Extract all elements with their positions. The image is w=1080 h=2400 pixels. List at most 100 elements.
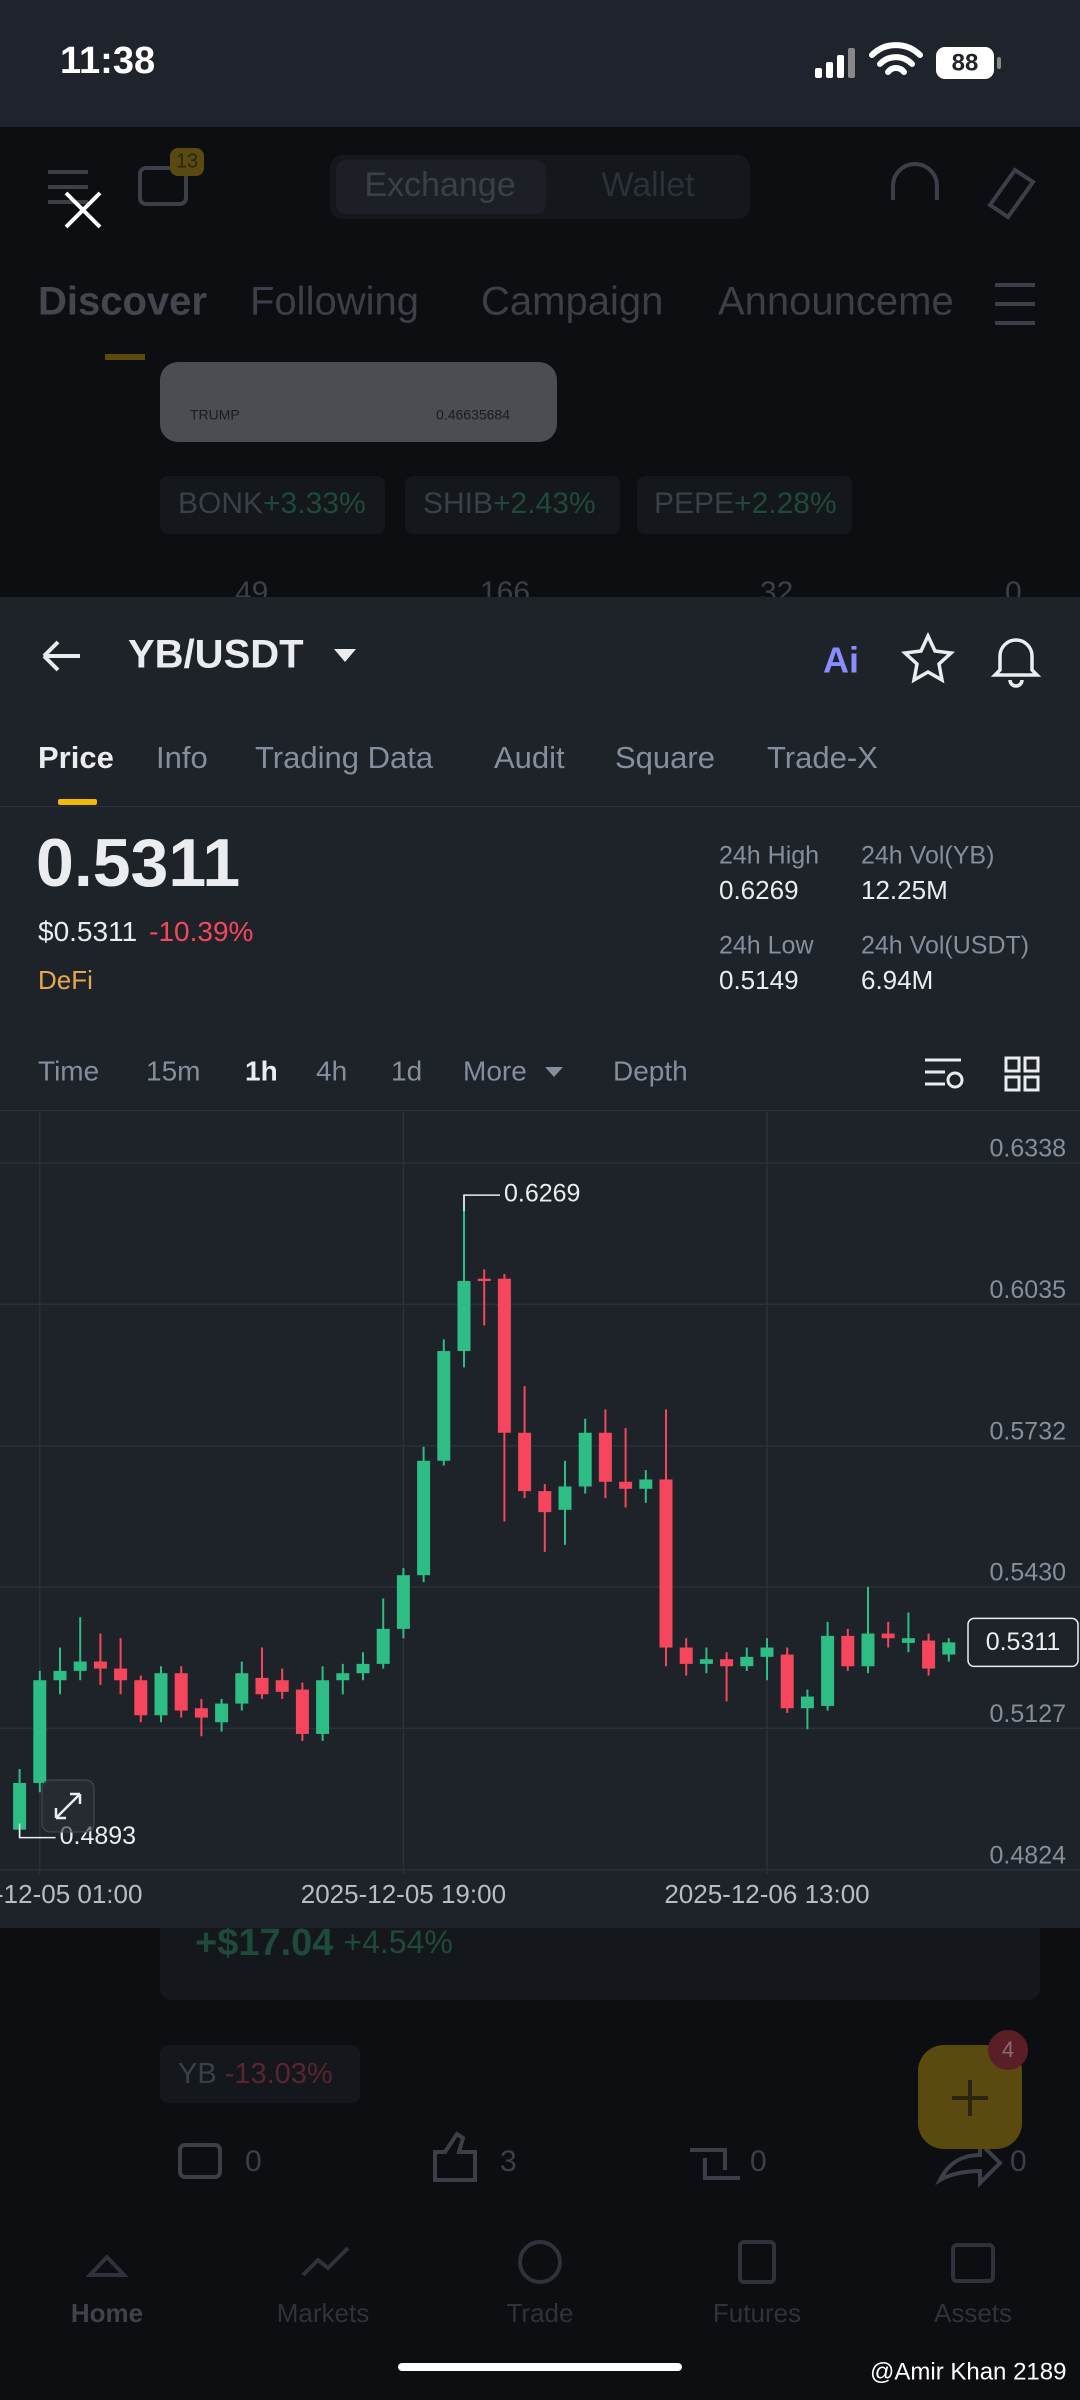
- x-tick-label: 2025-12-05 19:00: [301, 1879, 506, 1909]
- pnl-amount: +$17.04: [195, 1922, 333, 1964]
- x-tick-label: 2025-12-06 13:00: [664, 1879, 869, 1909]
- post-stat: 0: [1010, 2145, 1027, 2178]
- y-tick-label: 0.4824: [990, 1841, 1067, 1869]
- min-marker-line: [18, 1823, 56, 1839]
- ticker-change: +2.43%: [493, 487, 596, 520]
- ticker: PEPE+2.28%: [654, 487, 837, 520]
- candle-body: [720, 1659, 734, 1667]
- expand-icon[interactable]: [54, 1792, 82, 1820]
- background-icons: [48, 162, 1036, 220]
- candle-body: [659, 1479, 673, 1648]
- candle-body: [53, 1670, 67, 1681]
- ticker-symbol: BONK: [178, 487, 263, 520]
- y-tick-label: 0.5430: [990, 1558, 1066, 1586]
- y-tick-label: 0.5732: [990, 1417, 1066, 1445]
- candle-body: [396, 1575, 410, 1629]
- last-price-label: 0.5311: [986, 1628, 1061, 1656]
- battery: [936, 47, 994, 79]
- ticker-change: +3.33%: [263, 487, 366, 520]
- interval[interactable]: 1d: [391, 1055, 422, 1086]
- candle-body: [336, 1673, 350, 1681]
- candle-body: [356, 1663, 370, 1674]
- candle-body: [558, 1486, 572, 1510]
- chart-settings[interactable]: [925, 1058, 964, 1089]
- interval[interactable]: 1h: [245, 1055, 278, 1086]
- pair-caret[interactable]: [334, 649, 356, 662]
- more-caret[interactable]: [545, 1067, 563, 1077]
- candle-body: [73, 1661, 87, 1671]
- interval[interactable]: Time: [38, 1055, 99, 1086]
- candle-body: [215, 1703, 229, 1723]
- candle-body: [881, 1633, 895, 1639]
- candle-body: [821, 1635, 835, 1706]
- candle-body: [154, 1673, 168, 1716]
- divider: [0, 1110, 1080, 1111]
- candle-body: [538, 1491, 552, 1513]
- tab[interactable]: Trade-X: [767, 740, 878, 775]
- ticker-pill: [160, 476, 385, 534]
- candle-body: [861, 1633, 875, 1667]
- y-tick-label: 0.5127: [990, 1700, 1066, 1728]
- candle-body: [518, 1432, 532, 1492]
- tab[interactable]: Audit: [494, 740, 565, 775]
- tag: YB -13.03%: [178, 2058, 333, 2090]
- signal-icon: [815, 48, 855, 78]
- candle-body: [134, 1680, 148, 1716]
- interval[interactable]: More: [463, 1055, 527, 1086]
- price-line: $0.5311 -10.39%: [38, 916, 253, 947]
- candle-body: [417, 1460, 431, 1576]
- ticker-change: +2.28%: [734, 487, 837, 520]
- stat-label: 24h High: [719, 842, 819, 870]
- wifi-icon: [869, 42, 923, 75]
- candle-body: [477, 1278, 491, 1282]
- stat-value: 6.94M: [861, 965, 933, 995]
- candle-body: [255, 1677, 269, 1695]
- interval[interactable]: 4h: [316, 1055, 347, 1086]
- badge: [170, 148, 204, 176]
- message-badge: 13: [176, 150, 198, 172]
- interval[interactable]: Depth: [613, 1055, 688, 1086]
- tab[interactable]: Price: [38, 740, 114, 775]
- category-tag[interactable]: DeFi: [38, 965, 93, 995]
- candlestick-chart: 0.4824 0.5127 0.5430 0.5732 0.6035 0.6338 2025…: [0, 1112, 1080, 1909]
- candle-body: [235, 1673, 249, 1704]
- alert-button[interactable]: [990, 638, 1042, 688]
- favorite-button[interactable]: [901, 631, 955, 684]
- nav-label: Markets: [277, 2298, 369, 2328]
- layout-button[interactable]: [1004, 1056, 1040, 1092]
- fab-badge-text: 4: [1002, 2037, 1014, 2062]
- stat-label: 24h Vol(USDT): [861, 932, 1029, 960]
- tab[interactable]: Trading Data: [255, 740, 434, 775]
- battery-tip: [997, 57, 1001, 69]
- nav-label: Home: [71, 2298, 143, 2328]
- close-button[interactable]: [64, 191, 102, 229]
- card-symbol: TRUMP: [190, 407, 240, 423]
- tab[interactable]: Info: [156, 740, 208, 775]
- nav-icons: [85, 2240, 995, 2284]
- top-tab: Exchange: [364, 166, 515, 204]
- max-marker-label: 0.6269: [504, 1180, 580, 1208]
- candle-body: [497, 1278, 511, 1433]
- switch-active: [336, 160, 546, 214]
- candle-body: [780, 1654, 794, 1709]
- pair-title[interactable]: YB/USDT: [128, 633, 304, 677]
- nav-label: Trade: [507, 2298, 574, 2328]
- fab-badge: [988, 2030, 1028, 2070]
- max-marker-line: [463, 1194, 500, 1212]
- interval[interactable]: 15m: [146, 1055, 200, 1086]
- stat-value: 0.5149: [719, 965, 799, 995]
- candle-body: [740, 1656, 754, 1667]
- card-price: 0.46635684: [436, 407, 510, 423]
- tab-underline: [58, 799, 97, 805]
- back-button[interactable]: [42, 640, 80, 672]
- nav-label: Assets: [934, 2298, 1012, 2328]
- ai-button[interactable]: Ai: [823, 640, 859, 681]
- tab[interactable]: Square: [615, 740, 715, 775]
- candle-body: [194, 1708, 208, 1718]
- stat-value: 0.6269: [719, 875, 799, 905]
- candle-body: [174, 1673, 188, 1711]
- home-indicator: [398, 2363, 682, 2371]
- tab-underline: [105, 354, 145, 360]
- feed-tab: Announceme: [718, 280, 954, 324]
